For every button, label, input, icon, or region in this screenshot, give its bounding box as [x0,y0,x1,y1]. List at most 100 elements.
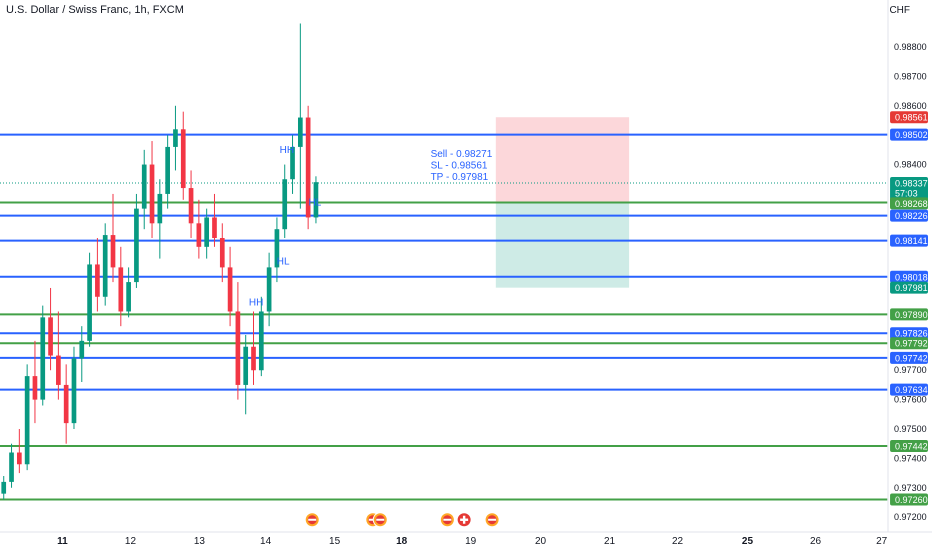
candle-body [48,317,53,356]
candle-17 [134,193,139,288]
candle-28 [219,223,225,283]
stop-loss-zone[interactable] [495,117,630,203]
candle-body [251,346,256,371]
x-tick-3: 14 [260,536,272,547]
level-tag-0-label: 0.98502 [895,130,928,140]
candle-body [173,129,178,147]
candle-body [71,358,77,424]
time-axis[interactable]: 11 12 13 14 15 18 19 20 21 22 25 26 27 [57,536,888,547]
candle-body [204,217,210,247]
currency-label: CHF [889,5,910,16]
y-tick-6: 0.97500 [894,424,927,434]
price-tag-2: 0.98268 [890,197,928,210]
us-flag-band [488,518,497,521]
level-tag-2-bg [890,209,928,222]
y-tick-2: 0.98600 [894,101,927,111]
candle-body [141,164,147,209]
candle-body [134,208,139,283]
y-tick-0: 0.98800 [894,42,927,52]
candle-19 [149,141,155,239]
candle-0 [1,476,7,500]
ch-flag-event-icon[interactable] [456,512,472,528]
candle-body [40,317,46,400]
level-tag-5-label: 0.97890 [895,310,928,320]
level-tag-11-label: 0.97260 [895,495,928,505]
candle-body [87,264,92,341]
level-tag-2: 0.98226 [890,209,928,222]
us-flag-band [443,518,452,521]
level-tag-6-label: 0.97826 [895,329,928,339]
candle-23 [180,111,186,200]
level-tag-7: 0.97792 [890,337,928,350]
candle-body [282,179,288,230]
level-tag-9-bg [890,383,928,396]
y-tick-4: 0.97700 [894,365,927,375]
price-tag-0: 0.98561 [890,111,928,124]
level-tag-3: 0.98141 [890,234,928,247]
annotation-hh-0: HH [280,145,294,156]
candle-26 [204,208,210,259]
y-tick-8: 0.97300 [894,483,927,493]
candle-37 [290,135,295,194]
horizontal-levels[interactable] [0,133,888,501]
annotation-hh-3: HH [249,298,263,309]
candle-body [219,238,225,268]
level-tag-6-bg [890,327,928,340]
annotation-hl-1: HL [308,198,321,209]
us-flag-event-icon[interactable] [439,512,455,528]
candle-body [63,384,69,424]
level-tag-5-bg [890,308,928,321]
price-tag-3-bg [890,281,928,294]
candle-body [32,376,38,400]
candle-body [16,452,22,465]
candle-body [274,229,280,268]
candle-8 [63,364,69,444]
us-flag-event-icon[interactable] [372,512,388,528]
annotation-hl-2: HL [277,256,290,267]
x-tick-8: 21 [604,536,616,547]
candle-body [157,193,163,224]
level-tag-8: 0.97742 [890,351,928,364]
candle-body [227,267,233,312]
level-tag-10-label: 0.97442 [895,442,928,452]
candle-24 [188,170,194,239]
candle-body [118,267,124,312]
candle-11 [87,252,92,347]
price-tag-1-countdown: 57:03 [895,189,918,199]
swiss-cross-horizontal [460,518,469,521]
candle-body [126,282,131,312]
candle-9 [71,346,77,430]
candle-34 [266,252,272,327]
candle-5 [40,305,46,406]
price-axis[interactable]: 0.98800 0.98700 0.98600 0.98400 0.97700 0.976… [894,42,927,522]
candle-38 [297,23,303,209]
x-tick-1: 12 [125,536,137,547]
level-tag-10: 0.97442 [890,440,928,453]
candle-body [258,311,264,371]
candle-body [24,376,30,465]
us-flag-event-icon[interactable] [484,512,500,528]
price-tag-1-label: 0.98337 [895,179,928,189]
level-tag-4-label: 0.98018 [895,272,928,282]
candle-15 [118,246,124,327]
level-tag-5: 0.97890 [890,308,928,321]
price-tag-2-label: 0.98268 [895,199,928,209]
price-tag-3-label: 0.97981 [895,283,928,293]
trade-zones[interactable] [495,117,630,288]
level-tag-3-bg [890,234,928,247]
candle-body [188,188,194,224]
candle-body [243,346,249,385]
candle-body [235,311,241,385]
event-icons[interactable] [304,512,500,528]
level-tag-9-label: 0.97634 [895,385,928,395]
trade-line-1: SL - 0.98561 [431,160,488,171]
candle-25 [196,199,202,259]
swing-annotations: HH HL HL HH [249,145,322,309]
candle-14 [110,193,116,283]
us-flag-event-icon[interactable] [304,512,320,528]
candle-13 [102,223,108,306]
price-tag-0-label: 0.98561 [895,113,928,123]
